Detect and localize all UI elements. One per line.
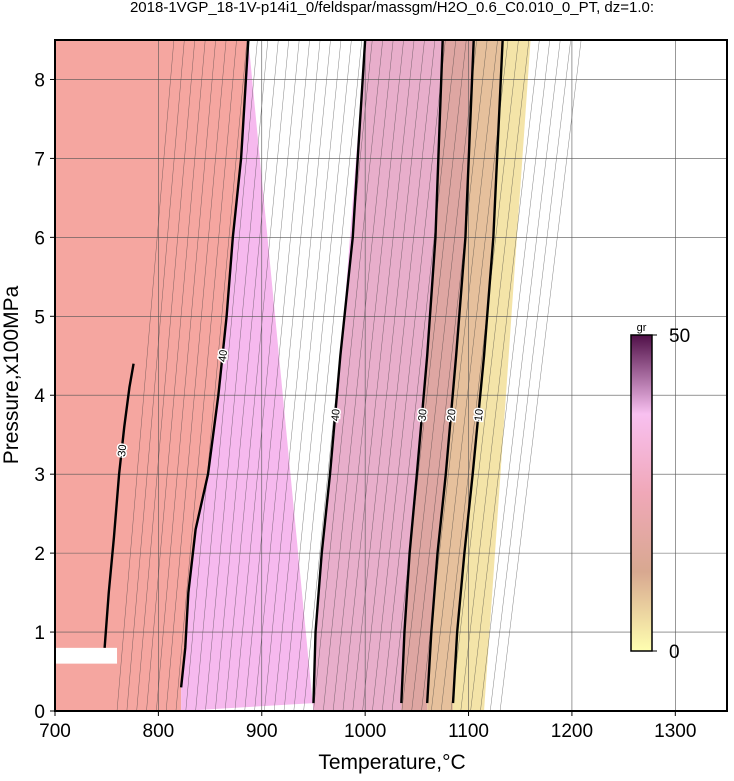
y-axis-label: Pressure,x100MPa (0, 285, 23, 464)
contour-line (179, 40, 250, 688)
colorbar-tick-label: 50 (669, 326, 690, 347)
thin-contour (126, 40, 185, 711)
thin-contour (224, 40, 290, 711)
thin-contour (411, 40, 488, 711)
x-tick-label: 900 (246, 721, 278, 742)
y-tick-label: 3 (34, 465, 45, 486)
x-tick-label: 1200 (551, 721, 593, 742)
thin-contour (342, 40, 415, 711)
thin-contour (391, 40, 467, 711)
thin-contour (156, 40, 216, 711)
chart-title: 2018-1VGP_18-1V-p14i1_0/feldspar/massgm/… (130, 0, 654, 16)
x-axis-label: Temperature,°C (318, 751, 465, 774)
contour-line (425, 40, 475, 704)
thin-contour (116, 40, 175, 711)
thin-contour (244, 40, 310, 711)
y-tick-label: 7 (34, 149, 45, 170)
contour-label: 30 (116, 444, 129, 457)
region-fill (427, 40, 503, 711)
x-tick-label: 1100 (448, 721, 489, 742)
thin-contour (470, 40, 551, 711)
contour-label: 40 (330, 408, 343, 421)
thin-contour (195, 40, 258, 711)
thin-contour (431, 40, 509, 711)
thin-contour (146, 40, 206, 711)
colorbar-tick-label: 0 (669, 642, 680, 663)
contour-line (400, 40, 444, 704)
thin-contour (323, 40, 394, 711)
thin-lines (116, 40, 582, 711)
y-tick-label: 4 (34, 386, 45, 407)
thin-contour (381, 40, 457, 711)
y-tick-label: 8 (34, 70, 45, 91)
region-fill (55, 40, 249, 711)
thin-contour (205, 40, 269, 711)
x-tick-label: 700 (39, 721, 71, 742)
thin-contour (401, 40, 477, 711)
thin-contour (440, 40, 519, 711)
plot-frame (54, 39, 728, 712)
contour-line (312, 40, 367, 704)
y-tick-label: 1 (34, 623, 45, 644)
colorbar-label: gr (637, 322, 647, 334)
thin-contour (480, 40, 561, 711)
thin-contour (185, 40, 248, 711)
thin-contour (165, 40, 227, 711)
region-fill (453, 40, 531, 711)
y-tick-label: 5 (34, 307, 45, 328)
white-patch (55, 647, 118, 664)
colorbar (630, 334, 653, 652)
region-fill (181, 40, 366, 711)
thin-contour (254, 40, 321, 711)
thin-contour (372, 40, 446, 711)
thin-contour (175, 40, 237, 711)
y-tick-label: 2 (34, 544, 45, 565)
contour-label: 10 (473, 408, 486, 421)
contour-line (103, 363, 135, 648)
thin-contour (460, 40, 540, 711)
thin-contour (313, 40, 383, 711)
contour-label: 30 (417, 408, 430, 421)
thin-contour (283, 40, 352, 711)
contour-line (451, 40, 504, 704)
thin-contour (273, 40, 342, 711)
thin-contour (490, 40, 571, 711)
y-tick-label: 0 (34, 702, 45, 723)
contour-label: 20 (445, 408, 458, 421)
thin-contour (450, 40, 530, 711)
y-tick-label: 6 (34, 228, 45, 249)
x-tick-label: 1300 (654, 721, 696, 742)
thin-contour (332, 40, 404, 711)
contour-label: 40 (217, 349, 230, 362)
thin-contour (499, 40, 582, 711)
x-tick-label: 800 (143, 721, 175, 742)
thin-contour (214, 40, 279, 711)
x-tick-label: 1000 (344, 721, 386, 742)
thin-contour (264, 40, 331, 711)
thin-contour (352, 40, 425, 711)
region-fill (401, 40, 474, 711)
thin-contour (362, 40, 436, 711)
thin-contour (234, 40, 300, 711)
contours: 30 40 40 30 20 10 (103, 40, 504, 704)
thin-contour (136, 40, 196, 711)
thin-contour (293, 40, 363, 711)
